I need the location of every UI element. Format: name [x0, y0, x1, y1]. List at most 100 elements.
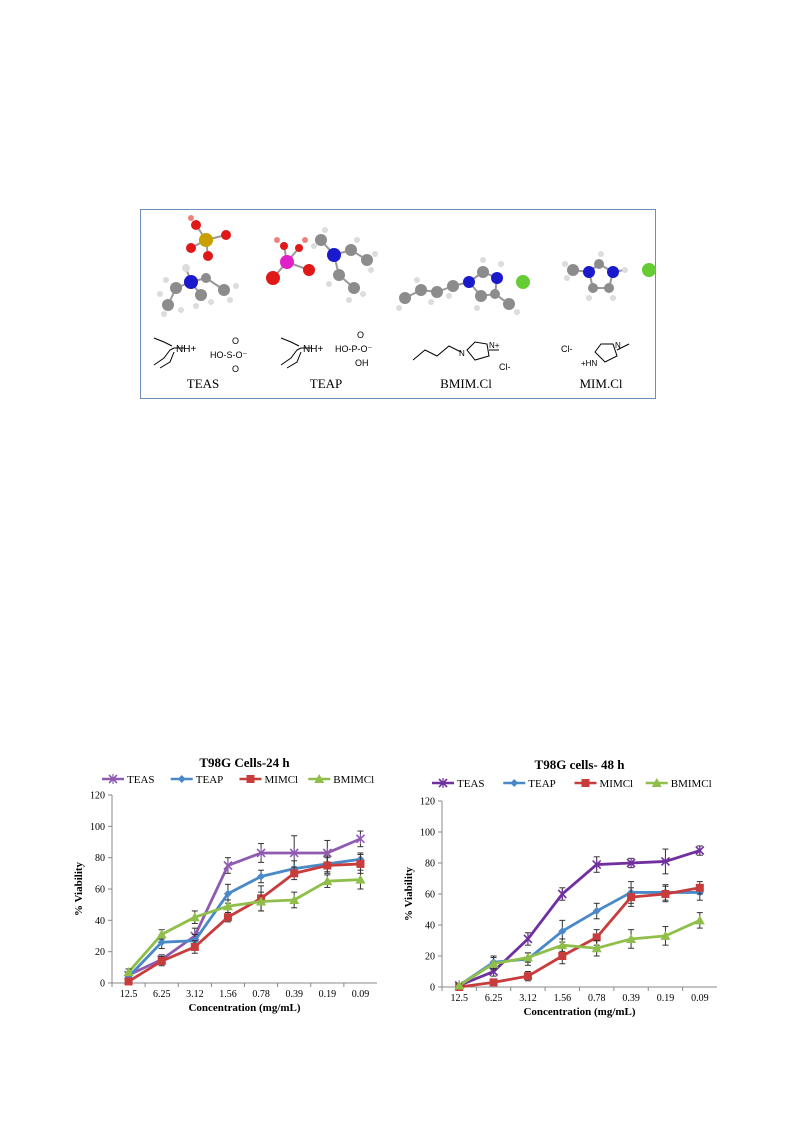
y-tick-label: 0	[100, 979, 105, 990]
svg-text:N+: N+	[489, 341, 500, 350]
chart-24h: T98G Cells-24 h TEAS TEAP MIMCl BMIMCl 0 20 40 6…	[60, 755, 390, 1025]
data-point	[257, 872, 266, 881]
x-tick-label: 6.25	[485, 993, 503, 1004]
y-tick-label: 40	[425, 921, 435, 932]
y-tick-label: 20	[425, 952, 435, 963]
series-line	[127, 857, 361, 978]
data-point	[523, 933, 533, 944]
x-axis-title: Concentration (mg/mL)	[523, 1006, 635, 1018]
svg-text:O: O	[357, 330, 364, 340]
compound-label-teas: TEAS	[186, 376, 220, 391]
y-tick-label: 120	[90, 791, 105, 802]
series-bmimcl	[454, 912, 705, 990]
data-point	[592, 933, 601, 942]
series-bmimcl	[123, 869, 366, 977]
y-tick-label: 0	[430, 983, 435, 994]
chart-legend: TEAS TEAP MIMCl BMIMCl	[432, 778, 712, 790]
legend-marker	[246, 775, 255, 783]
svg-text:N: N	[615, 341, 621, 350]
x-tick-label: 12.5	[450, 993, 468, 1004]
legend-item-teap: TEAP	[503, 778, 556, 790]
legend-marker	[510, 779, 519, 787]
x-axis-title: Concentration (mg/mL)	[188, 1002, 300, 1014]
svg-text:O: O	[232, 336, 239, 346]
legend-marker	[651, 778, 662, 787]
legend-label: TEAP	[196, 774, 224, 786]
series-teas	[454, 845, 705, 991]
x-tick-label: 0.78	[252, 989, 270, 1000]
data-point	[454, 980, 465, 990]
chart-legend: TEAS TEAP MIMCl BMIMCl	[102, 774, 374, 786]
data-point	[156, 929, 167, 939]
data-point	[322, 876, 333, 886]
y-tick-label: 100	[420, 828, 435, 839]
data-point	[256, 896, 267, 906]
data-point	[626, 933, 637, 943]
data-point	[223, 889, 232, 898]
legend-label: TEAP	[528, 778, 556, 790]
svg-text:OH: OH	[355, 358, 369, 368]
data-point	[223, 860, 233, 871]
x-tick-label: 0.09	[691, 993, 709, 1004]
y-tick-label: 40	[95, 916, 105, 927]
y-tick-label: 80	[95, 853, 105, 864]
mim-counterion: Cl-	[561, 344, 573, 354]
series-line	[127, 837, 361, 977]
teap-structure: NH+ HO-P-O⁻ O OH	[259, 210, 389, 375]
svg-text:+HN: +HN	[581, 359, 597, 368]
teas-structure: NH+ HO-S-O⁻ O O	[146, 210, 266, 375]
x-tick-label: 0.19	[657, 993, 675, 1004]
legend-item-teap: TEAP	[170, 774, 224, 786]
svg-text:N: N	[459, 349, 465, 358]
chart-48h-svg: T98G cells- 48 h TEAS TEAP MIMCl BMIMCl 0 20 40…	[403, 757, 717, 1018]
data-point	[157, 957, 166, 966]
data-point	[323, 861, 332, 870]
data-point	[661, 890, 670, 898]
legend-item-mimcl: MIMCl	[239, 774, 298, 786]
x-tick-label: 0.78	[588, 993, 606, 1004]
y-tick-label: 60	[425, 890, 435, 901]
data-point	[289, 847, 299, 858]
data-point	[591, 943, 602, 953]
series-line	[458, 849, 701, 987]
y-tick-label: 60	[95, 885, 105, 896]
y-tick-label: 120	[420, 797, 435, 808]
legend-label: BMIMCl	[671, 778, 712, 790]
data-point	[522, 952, 533, 962]
data-point	[222, 901, 233, 911]
bmim-counterion: Cl-	[499, 362, 511, 372]
data-point	[157, 938, 166, 947]
chart-24h-svg: T98G Cells-24 h TEAS TEAP MIMCl BMIMCl 0 20 40 6…	[73, 755, 377, 1014]
data-point	[256, 847, 266, 858]
x-tick-label: 0.39	[622, 993, 640, 1004]
legend-item-bmimcl: BMIMCl	[645, 778, 712, 790]
y-tick-label: 80	[425, 859, 435, 870]
data-point	[660, 930, 671, 940]
data-point	[355, 874, 366, 884]
data-point	[189, 912, 200, 922]
legend-marker	[177, 775, 186, 783]
data-point	[695, 883, 704, 892]
compound-label-bmim-cl: BMIM.Cl	[440, 376, 492, 391]
data-point	[557, 889, 567, 899]
compound-structures-figure: NH+ HO-S-O⁻ O O TEAS	[140, 209, 656, 399]
y-axis-title: % Viability	[403, 866, 415, 921]
teap-ball-and-stick: NH+ HO-P-O⁻ O OH	[266, 227, 378, 369]
legend-item-bmimcl: BMIMCl	[308, 774, 374, 786]
data-point	[695, 845, 705, 856]
svg-text:O: O	[232, 364, 239, 374]
compound-label-teap: TEAP	[309, 376, 343, 391]
data-point	[289, 894, 300, 904]
mim-cl-ball-and-stick: Cl- +HN N	[561, 251, 656, 368]
y-tick-label: 100	[90, 822, 105, 833]
x-tick-label: 1.56	[219, 989, 237, 1000]
legend-item-teas: TEAS	[432, 778, 485, 790]
series-line	[458, 919, 701, 987]
x-tick-label: 0.39	[285, 989, 303, 1000]
svg-text:HO-S-O⁻: HO-S-O⁻	[210, 350, 247, 360]
teas-ball-and-stick: NH+ HO-S-O⁻ O O	[153, 215, 247, 374]
bmim-cl-ball-and-stick: N N+ Cl-	[396, 257, 530, 372]
legend-label: MIMCl	[600, 778, 634, 790]
data-point	[290, 869, 299, 878]
legend-marker	[108, 774, 118, 784]
